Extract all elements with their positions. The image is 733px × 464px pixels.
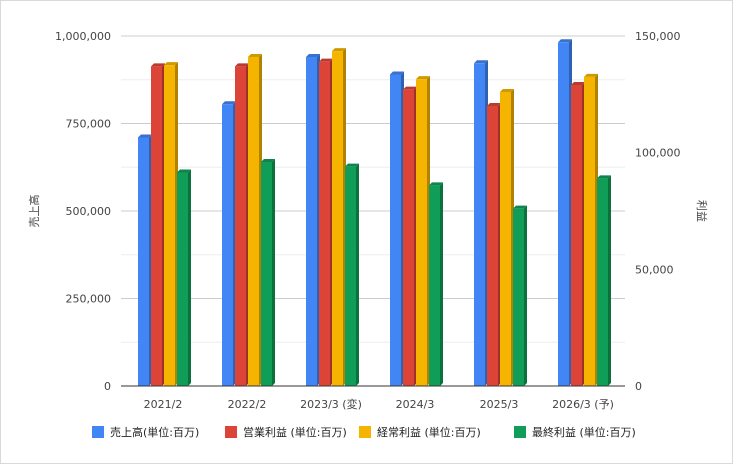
y2-tick-label: 100,000 (635, 147, 681, 160)
bar (138, 137, 149, 386)
bar (500, 92, 511, 386)
x-tick-label: 2024/3 (396, 398, 435, 411)
x-tick-label: 2022/2 (228, 398, 267, 411)
y-tick-label: 500,000 (66, 205, 112, 218)
bar-top (138, 134, 152, 138)
bar-top (151, 63, 165, 67)
bar-top (261, 159, 275, 162)
bar (487, 106, 498, 386)
bar (474, 63, 485, 387)
bar-top (571, 82, 585, 85)
bar-side (188, 169, 191, 386)
bar-top (597, 175, 611, 179)
bar-top (222, 101, 236, 105)
y2-tick-label: 150,000 (635, 30, 681, 43)
bar (345, 166, 356, 386)
bar-top (500, 89, 514, 92)
bar-top (390, 71, 404, 75)
bar (222, 104, 233, 386)
y-tick-label: 250,000 (66, 293, 112, 306)
legend-label: 経常利益 (単位:百万) (377, 425, 481, 439)
y-tick-label: 750,000 (66, 118, 112, 131)
bar-side (356, 163, 359, 386)
legend-swatch (225, 426, 237, 438)
y2-tick-label: 0 (635, 380, 642, 393)
x-tick-label: 2023/3 (変) (300, 397, 362, 411)
legend-label: 最終利益 (単位:百万) (532, 425, 636, 439)
bar-side (524, 205, 527, 386)
bar-top (403, 86, 417, 90)
bar (306, 57, 317, 386)
bar-top (164, 62, 178, 66)
bar (177, 172, 188, 386)
bar (235, 66, 246, 386)
bar-top (513, 205, 527, 209)
bar-top (474, 60, 488, 64)
x-tick-label: 2021/2 (144, 398, 183, 411)
bar-top (235, 63, 249, 67)
bar (558, 42, 569, 387)
bar-side (608, 175, 611, 386)
bar-top (306, 54, 320, 57)
bar (319, 61, 330, 387)
bar (151, 66, 162, 386)
y-axis-title: 売上高 (27, 195, 41, 228)
bar (597, 178, 608, 386)
bar (571, 85, 582, 386)
legend-label: 営業利益 (単位:百万) (243, 425, 347, 439)
bar-top (558, 39, 572, 43)
legend-swatch (359, 426, 371, 438)
bar-top (332, 48, 346, 52)
bar-top (416, 76, 430, 80)
bar (261, 162, 272, 386)
bar-top (177, 169, 191, 173)
x-tick-label: 2025/3 (480, 398, 519, 411)
y-tick-label: 0 (104, 380, 111, 393)
x-tick-label: 2026/3 (予) (552, 398, 614, 411)
legend-label: 売上高(単位:百万) (110, 425, 199, 439)
bar-top (487, 103, 501, 106)
bar (332, 51, 343, 387)
y2-tick-label: 50,000 (635, 263, 674, 276)
legend-swatch (514, 426, 526, 438)
bar (248, 57, 259, 386)
bar-top (248, 54, 262, 57)
y2-axis-title: 利益 (695, 200, 709, 222)
bar (416, 79, 427, 387)
bar-top (345, 163, 359, 167)
bar-side (272, 159, 275, 386)
y-tick-label: 1,000,000 (55, 30, 111, 43)
bar (584, 76, 595, 386)
bar (164, 65, 175, 387)
legend-swatch (92, 426, 104, 438)
bar (513, 208, 524, 386)
bar (429, 185, 440, 386)
bar-side (440, 182, 443, 386)
bar (403, 89, 414, 387)
bar-top (429, 182, 443, 186)
bar (390, 74, 401, 386)
bar-top (319, 58, 333, 62)
bar-top (584, 73, 598, 77)
